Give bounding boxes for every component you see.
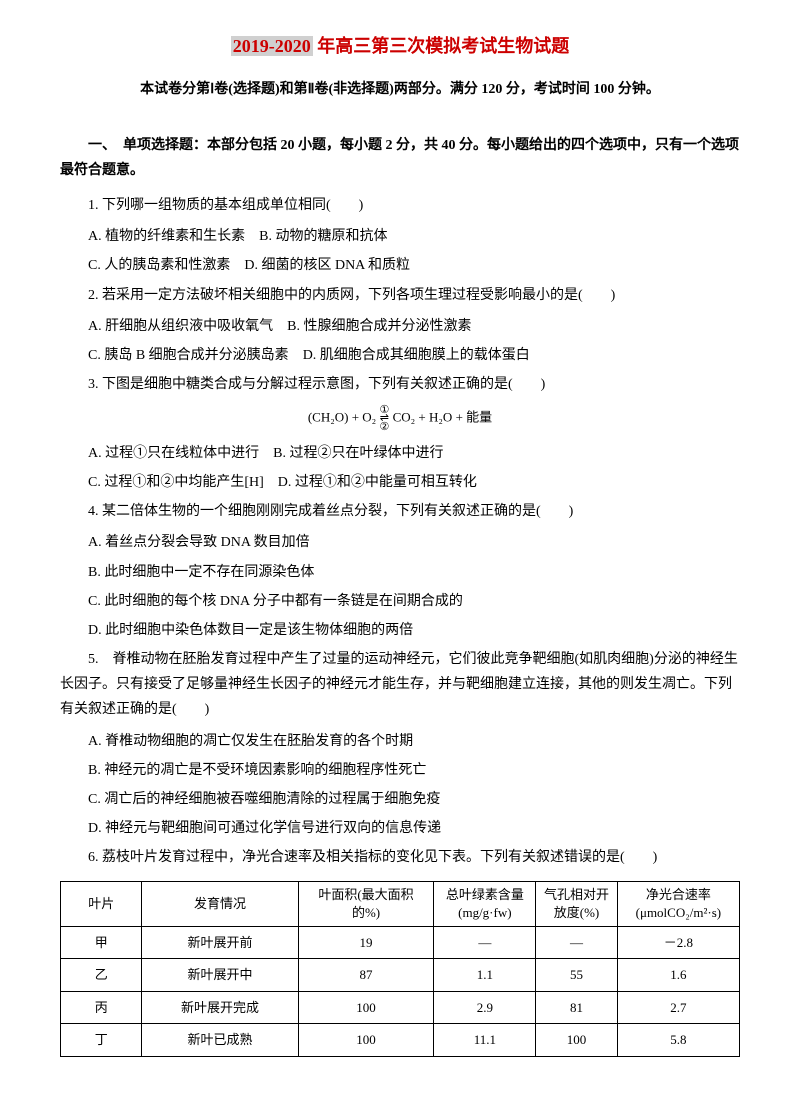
q3-formula: (CH₂O) + O₂ ① ⇌ ② CO₂ + H₂O + 能量 [60, 405, 740, 433]
cell-stom: 55 [536, 959, 617, 991]
q2-opt-a: A. 肝细胞从组织液中吸收氧气 [88, 319, 273, 334]
section-1-header: 一、 单项选择题：本部分包括 20 小题，每小题 2 分，共 40 分。每小题给… [60, 133, 740, 183]
q1-options-cd: C. 人的胰岛素和性激素 D. 细菌的核区 DNA 和质粒 [60, 253, 740, 278]
cell-dev: 新叶展开前 [142, 926, 298, 958]
q2-stem: 2. 若采用一定方法破坏相关细胞中的内质网，下列各项生理过程受影响最小的是( ) [60, 283, 740, 308]
q4-opt-c: C. 此时细胞的每个核 DNA 分子中都有一条链是在间期合成的 [60, 589, 740, 614]
q3-options-ab: A. 过程①只在线粒体中进行 B. 过程②只在叶绿体中进行 [60, 441, 740, 466]
q3-opt-b: B. 过程②只在叶绿体中进行 [273, 446, 443, 461]
title-text: 年高三第三次模拟考试生物试题 [313, 36, 570, 56]
q1-opt-a: A. 植物的纤维素和生长素 [88, 229, 245, 244]
q3-stem: 3. 下图是细胞中糖类合成与分解过程示意图，下列有关叙述正确的是( ) [60, 372, 740, 397]
formula-left: (CH₂O) + O₂ [308, 410, 376, 425]
table-row: 丁 新叶已成熟 100 11.1 100 5.8 [61, 1024, 740, 1056]
th-chlorophyll: 总叶绿素含量(mg/g·fw) [434, 881, 536, 926]
table-body: 甲 新叶展开前 19 — — －2.8 乙 新叶展开中 87 1.1 55 1.… [61, 926, 740, 1056]
cell-area: 19 [298, 926, 434, 958]
q3-opt-c: C. 过程①和②中均能产生[H] [88, 475, 264, 490]
q5-opt-a: A. 脊椎动物细胞的凋亡仅发生在胚胎发育的各个时期 [60, 729, 740, 754]
cell-area: 100 [298, 1024, 434, 1056]
th-area: 叶面积(最大面积的%) [298, 881, 434, 926]
q2-opt-b: B. 性腺细胞合成并分泌性激素 [287, 319, 471, 334]
formula-arrow-icon: ① ⇌ ② [379, 405, 389, 433]
q5-opt-d: D. 神经元与靶细胞间可通过化学信号进行双向的信息传递 [60, 816, 740, 841]
q6-table: 叶片 发育情况 叶面积(最大面积的%) 总叶绿素含量(mg/g·fw) 气孔相对… [60, 881, 740, 1057]
cell-area: 87 [298, 959, 434, 991]
cell-dev: 新叶展开中 [142, 959, 298, 991]
title-year: 2019-2020 [231, 36, 313, 56]
q3-opt-d: D. 过程①和②中能量可相互转化 [278, 475, 477, 490]
q1-stem: 1. 下列哪一组物质的基本组成单位相同( ) [60, 193, 740, 218]
cell-area: 100 [298, 991, 434, 1023]
th-development: 发育情况 [142, 881, 298, 926]
cell-chl: — [434, 926, 536, 958]
cell-stom: 81 [536, 991, 617, 1023]
q2-options-ab: A. 肝细胞从组织液中吸收氧气 B. 性腺细胞合成并分泌性激素 [60, 314, 740, 339]
cell-rate: －2.8 [617, 926, 739, 958]
q3-options-cd: C. 过程①和②中均能产生[H] D. 过程①和②中能量可相互转化 [60, 470, 740, 495]
q4-opt-b: B. 此时细胞中一定不存在同源染色体 [60, 560, 740, 585]
formula-right: CO₂ + H₂O + 能量 [393, 410, 493, 425]
table-header-row: 叶片 发育情况 叶面积(最大面积的%) 总叶绿素含量(mg/g·fw) 气孔相对… [61, 881, 740, 926]
q1-options-ab: A. 植物的纤维素和生长素 B. 动物的糖原和抗体 [60, 224, 740, 249]
q3-opt-a: A. 过程①只在线粒体中进行 [88, 446, 259, 461]
table-row: 乙 新叶展开中 87 1.1 55 1.6 [61, 959, 740, 991]
q5-opt-b: B. 神经元的凋亡是不受环境因素影响的细胞程序性死亡 [60, 758, 740, 783]
cell-chl: 11.1 [434, 1024, 536, 1056]
cell-chl: 2.9 [434, 991, 536, 1023]
q2-opt-c: C. 胰岛 B 细胞合成并分泌胰岛素 [88, 348, 289, 363]
th-leaf: 叶片 [61, 881, 142, 926]
q5-opt-c: C. 凋亡后的神经细胞被吞噬细胞清除的过程属于细胞免疫 [60, 787, 740, 812]
cell-chl: 1.1 [434, 959, 536, 991]
cell-rate: 2.7 [617, 991, 739, 1023]
q1-opt-d: D. 细菌的核区 DNA 和质粒 [244, 258, 410, 273]
q1-opt-b: B. 动物的糖原和抗体 [259, 229, 387, 244]
q6-stem: 6. 荔枝叶片发育过程中，净光合速率及相关指标的变化见下表。下列有关叙述错误的是… [60, 845, 740, 870]
q4-opt-a: A. 着丝点分裂会导致 DNA 数目加倍 [60, 530, 740, 555]
cell-dev: 新叶展开完成 [142, 991, 298, 1023]
cell-rate: 1.6 [617, 959, 739, 991]
cell-leaf: 甲 [61, 926, 142, 958]
q2-options-cd: C. 胰岛 B 细胞合成并分泌胰岛素 D. 肌细胞合成其细胞膜上的载体蛋白 [60, 343, 740, 368]
q4-opt-d: D. 此时细胞中染色体数目一定是该生物体细胞的两倍 [60, 618, 740, 643]
cell-dev: 新叶已成熟 [142, 1024, 298, 1056]
table-row: 丙 新叶展开完成 100 2.9 81 2.7 [61, 991, 740, 1023]
cell-leaf: 丙 [61, 991, 142, 1023]
table-row: 甲 新叶展开前 19 — — －2.8 [61, 926, 740, 958]
q4-stem: 4. 某二倍体生物的一个细胞刚刚完成着丝点分裂，下列有关叙述正确的是( ) [60, 499, 740, 524]
q5-stem: 5. 脊椎动物在胚胎发育过程中产生了过量的运动神经元，它们彼此竞争靶细胞(如肌肉… [60, 647, 740, 723]
cell-rate: 5.8 [617, 1024, 739, 1056]
cell-stom: — [536, 926, 617, 958]
exam-title: 2019-2020 年高三第三次模拟考试生物试题 [60, 30, 740, 62]
q2-opt-d: D. 肌细胞合成其细胞膜上的载体蛋白 [303, 348, 530, 363]
q1-opt-c: C. 人的胰岛素和性激素 [88, 258, 230, 273]
th-rate: 净光合速率(μmolCO₂/m²·s) [617, 881, 739, 926]
th-stomata: 气孔相对开放度(%) [536, 881, 617, 926]
cell-stom: 100 [536, 1024, 617, 1056]
cell-leaf: 乙 [61, 959, 142, 991]
exam-subtitle: 本试卷分第Ⅰ卷(选择题)和第Ⅱ卷(非选择题)两部分。满分 120 分，考试时间 … [60, 77, 740, 102]
cell-leaf: 丁 [61, 1024, 142, 1056]
